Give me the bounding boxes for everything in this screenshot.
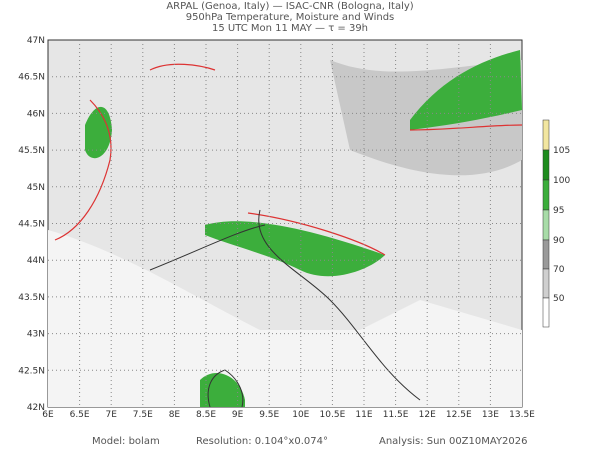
- colorbar-label: 90: [553, 236, 565, 246]
- header-line: 15 UTC Mon 11 MAY — τ = 39h: [212, 23, 368, 34]
- moisture-area: [410, 50, 522, 130]
- lon-label: 12.5E: [446, 410, 472, 420]
- colorbar-segment: [542, 297, 550, 328]
- lat-label: 45.5N: [18, 146, 45, 156]
- isotherm: [247, 212, 386, 256]
- moisture-area: [205, 221, 385, 277]
- footer-analysis: Analysis: Sun 00Z10MAY2026: [379, 436, 528, 447]
- coastline: [207, 369, 244, 408]
- lat-label: 43N: [27, 330, 45, 340]
- lon-label: 10.5E: [320, 410, 346, 420]
- colorbar-segment: [542, 179, 550, 211]
- lon-label: 11E: [355, 410, 372, 420]
- header-line: ARPAL (Genoa, Italy) — ISAC-CNR (Bologna…: [166, 1, 413, 12]
- colorbar-label: 100: [553, 176, 570, 186]
- lon-label: 6E: [42, 410, 54, 420]
- header-line: 950hPa Temperature, Moisture and Winds: [186, 12, 395, 23]
- footer-model: Model: bolam: [92, 436, 160, 447]
- grid: 6E 6.5E 7E 7.5E 8E 8.5E 9E 9.5E 10E 10.5E 11E 11.5E…: [18, 36, 535, 420]
- isotherm: [149, 63, 216, 71]
- lon-label: 8E: [169, 410, 181, 420]
- lon-label: 9E: [232, 410, 244, 420]
- light-field: [48, 230, 522, 407]
- map-area: 6E 6.5E 7E 7.5E 8E 8.5E 9E 9.5E 10E 10.5E 11E 11.5E…: [18, 36, 535, 420]
- colorbar-label: 95: [553, 206, 564, 216]
- lat-label: 47N: [27, 36, 45, 46]
- lon-label: 7.5E: [133, 410, 153, 420]
- lon-label: 10E: [292, 410, 309, 420]
- colorbar-segment: [542, 268, 550, 299]
- lon-label: 13.5E: [509, 410, 535, 420]
- moisture-area: [85, 106, 112, 159]
- colorbar-segment: [542, 119, 550, 151]
- colorbar-label: 70: [553, 265, 565, 275]
- lat-label: 44.5N: [18, 220, 45, 230]
- isotherm: [409, 124, 523, 131]
- lon-label: 12E: [419, 410, 436, 420]
- lon-label: 7E: [105, 410, 117, 420]
- colorbar-label: 105: [553, 146, 570, 156]
- coastline: [149, 224, 266, 271]
- lat-label: 46N: [27, 109, 45, 119]
- lat-label: 46.5N: [18, 73, 45, 83]
- lat-label: 44N: [27, 256, 45, 266]
- lon-label: 8.5E: [196, 410, 216, 420]
- colorbar-segment: [542, 149, 550, 181]
- lat-label: 43.5N: [18, 293, 45, 303]
- lat-label: 45N: [27, 183, 45, 193]
- colorbar-labels: 105 100 95 90 70 50: [553, 146, 570, 304]
- colorbar: 105 100 95 90 70 50: [542, 119, 570, 328]
- colorbar-segment: [542, 209, 550, 241]
- colorbar-segment: [542, 239, 550, 270]
- lat-label: 42.5N: [18, 366, 45, 376]
- lon-label: 9.5E: [259, 410, 279, 420]
- footer-resolution: Resolution: 0.104°x0.074°: [196, 436, 328, 447]
- lon-label: 11.5E: [383, 410, 409, 420]
- colorbar-label: 50: [553, 294, 565, 304]
- lat-label: 42N: [27, 403, 45, 413]
- lon-label: 13E: [482, 410, 499, 420]
- lon-label: 6.5E: [70, 410, 90, 420]
